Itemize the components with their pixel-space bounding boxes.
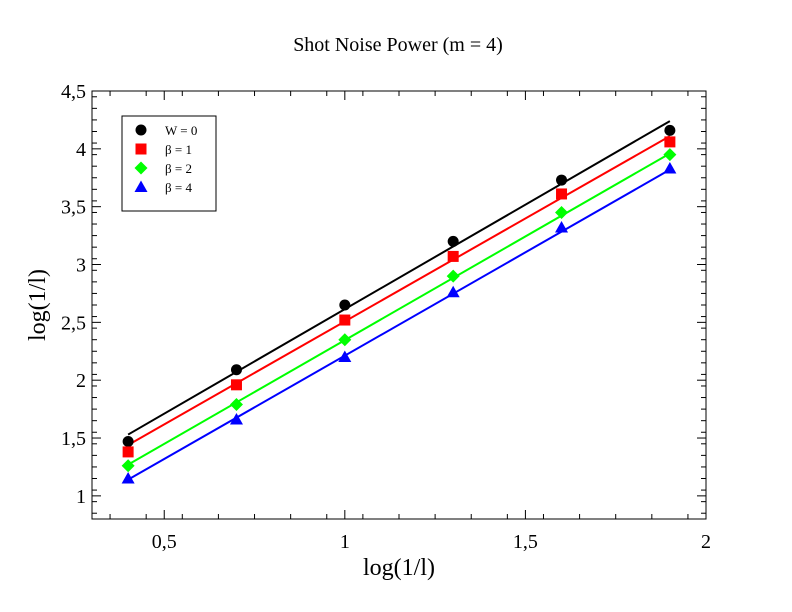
- legend-label: W = 0: [165, 123, 197, 138]
- chart-title: Shot Noise Power (m = 4): [293, 34, 503, 56]
- legend: W = 0 β = 1 β = 2 β = 4: [134, 123, 197, 195]
- data-point: [447, 235, 459, 247]
- x-tick-label: 1: [340, 531, 350, 553]
- data-point: [229, 413, 243, 425]
- y-tick-label: 4: [76, 139, 86, 161]
- data-point: [121, 459, 135, 473]
- data-point: [446, 285, 460, 298]
- data-point: [664, 136, 676, 148]
- data-point: [339, 299, 351, 311]
- legend-marker: [134, 161, 148, 175]
- x-axis-label: log(1/l): [363, 555, 435, 581]
- data-point: [664, 124, 676, 136]
- fit-line: [127, 120, 671, 436]
- fit-line: [127, 135, 671, 446]
- data-point: [446, 269, 460, 283]
- y-tick-label: 3,5: [61, 197, 86, 219]
- data-point: [663, 162, 677, 174]
- data-point: [338, 333, 352, 347]
- legend-marker: [135, 143, 147, 155]
- y-tick-label: 2,5: [61, 312, 86, 334]
- data-point: [339, 314, 351, 326]
- data-point: [447, 250, 459, 262]
- x-tick-label: 0,5: [152, 531, 177, 553]
- data-points: [121, 124, 677, 484]
- y-tick-label: 2: [76, 370, 86, 392]
- legend-label: β = 1: [165, 142, 192, 157]
- data-point: [122, 435, 134, 447]
- data-point: [556, 188, 568, 200]
- data-point: [556, 174, 568, 186]
- y-axis-label: log(1/l): [25, 269, 51, 341]
- data-point: [122, 446, 134, 458]
- legend-label: β = 2: [165, 161, 192, 176]
- legend-marker: [135, 124, 147, 136]
- y-tick-label: 1: [76, 486, 86, 508]
- data-point: [230, 364, 242, 376]
- y-tick-label: 3: [76, 255, 86, 277]
- data-point: [121, 472, 135, 484]
- y-tick-label: 4,5: [61, 81, 86, 103]
- data-point: [555, 220, 569, 233]
- data-point: [338, 350, 352, 363]
- fit-lines: [127, 120, 671, 481]
- data-point: [663, 148, 677, 162]
- x-tick-label: 1,5: [513, 531, 538, 553]
- x-tick-label: 2: [701, 531, 711, 553]
- fit-line: [127, 168, 671, 481]
- data-point: [230, 379, 242, 391]
- data-point: [229, 397, 243, 411]
- legend-label: β = 4: [165, 180, 192, 195]
- data-point: [555, 205, 569, 219]
- y-tick-label: 1,5: [61, 428, 86, 450]
- fit-line: [127, 152, 671, 466]
- legend-marker: [134, 180, 148, 192]
- axis-ticks: 0,5 1 1,5 2 1 1,5 2 2,5 3 3,5 4 4,5: [61, 81, 711, 553]
